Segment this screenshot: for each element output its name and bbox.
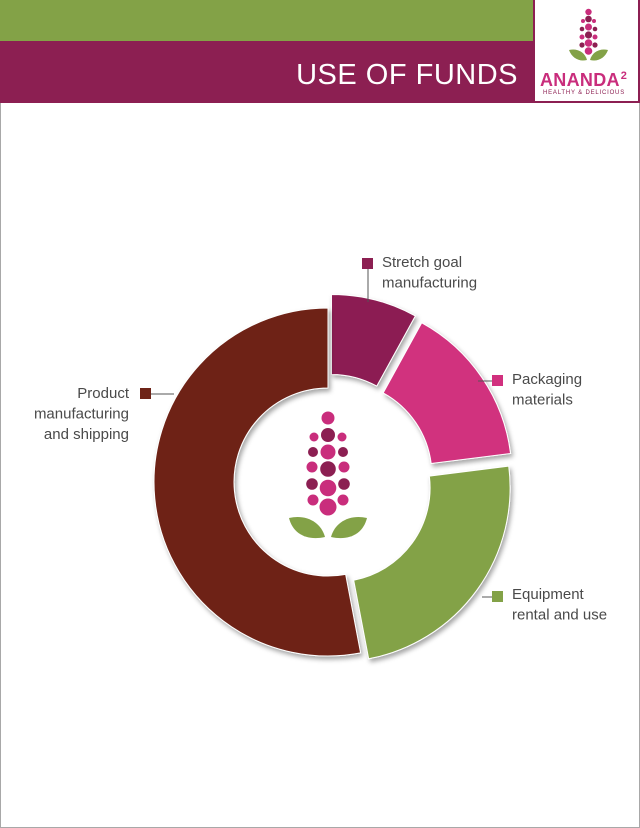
legend-label: Packaging materials <box>512 371 582 409</box>
legend-swatch <box>492 375 503 386</box>
donut-slice-stretch-goal-manufacturing <box>330 293 416 387</box>
legend-label: Equipment rental and use <box>512 586 607 624</box>
legend-connectors <box>150 268 492 598</box>
brand-logo: ANANDA2 HEALTHY & DELICIOUS <box>533 0 640 103</box>
legend-swatch <box>362 258 373 269</box>
legend-swatch <box>492 591 503 602</box>
chart-legend: Stretch goal manufacturing Packaging materi… <box>34 254 607 624</box>
donut-slices <box>153 293 512 660</box>
flower-sprig-icon <box>289 411 367 539</box>
header-green-band <box>0 0 533 41</box>
logo-tagline: HEALTHY & DELICIOUS <box>543 90 625 96</box>
logo-wordmark: ANANDA2 <box>540 70 628 90</box>
donut-slice-product-manufacturing-and-shipping <box>153 307 362 657</box>
page-title: USE OF FUNDS <box>296 59 518 91</box>
legend-label: Stretch goal manufacturing <box>382 254 477 292</box>
flower-sprig-icon <box>569 8 608 61</box>
donut-slice-packaging-materials <box>382 322 512 465</box>
donut-slice-equipment-rental-and-use <box>353 465 511 660</box>
legend-label: Product manufacturing and shipping <box>34 385 130 443</box>
legend-swatch <box>140 388 151 399</box>
